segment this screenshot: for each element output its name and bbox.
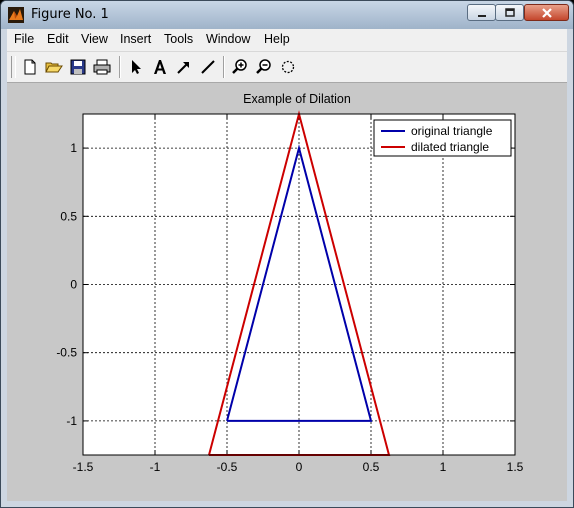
maximize-button[interactable]	[495, 4, 524, 21]
print-button[interactable]	[91, 56, 113, 78]
menu-view[interactable]: View	[81, 32, 108, 46]
rotate-icon	[281, 60, 295, 74]
chart-title: Example of Dilation	[243, 92, 351, 106]
legend-box	[373, 119, 512, 157]
menu-window[interactable]: Window	[206, 32, 251, 46]
text-A-icon	[154, 60, 166, 74]
menu-edit[interactable]: Edit	[47, 32, 69, 46]
menu-tools[interactable]: Tools	[164, 32, 194, 46]
menu-help[interactable]: Help	[264, 32, 290, 46]
save-button[interactable]	[67, 56, 89, 78]
insert-arrow-button[interactable]	[173, 56, 195, 78]
toolbar-grip[interactable]	[11, 56, 16, 78]
arrow-icon	[177, 62, 189, 74]
x-tick-label: -0.5	[217, 460, 238, 474]
insert-text-button[interactable]	[149, 56, 171, 78]
axis-ticks: -1.5 -1 -0.5 0 0.5 1 1.5 -1 -0.5 0 0.5 1	[56, 114, 524, 474]
toolbar-separator	[223, 56, 225, 78]
y-tick-label: -1	[66, 414, 77, 428]
minimize-icon	[477, 14, 486, 17]
y-tick-label: 0.5	[60, 209, 77, 223]
rotate-button[interactable]	[277, 56, 299, 78]
y-tick-label: 0	[70, 278, 77, 292]
zoom-out-button[interactable]	[253, 56, 275, 78]
y-tick-label: -0.5	[56, 346, 77, 360]
print-icon	[93, 59, 111, 75]
zoom-in-icon	[232, 59, 247, 74]
insert-line-button[interactable]	[197, 56, 219, 78]
open-button[interactable]	[43, 56, 65, 78]
zoom-in-button[interactable]	[229, 56, 251, 78]
axes-frame	[82, 113, 516, 456]
y-tick-label: 1	[70, 141, 77, 155]
toolbar	[7, 52, 567, 83]
select-arrow-icon	[132, 60, 141, 74]
title-bar[interactable]: Figure No. 1	[1, 1, 573, 29]
x-tick-label: 0.5	[363, 460, 380, 474]
new-file-button[interactable]	[19, 56, 41, 78]
window-title: Figure No. 1	[31, 7, 109, 22]
close-button[interactable]	[524, 4, 569, 21]
x-tick-label: 1.5	[507, 460, 524, 474]
figure-canvas: Example of Dilation -1.5 -1 -0.5 0 0.5 1 1.5 -1…	[7, 83, 567, 501]
new-file-icon	[24, 59, 36, 75]
zoom-out-icon	[256, 59, 271, 74]
maximize-icon	[504, 7, 515, 17]
close-icon	[541, 7, 552, 18]
minimize-button[interactable]	[467, 4, 496, 21]
toolbar-separator	[119, 56, 121, 78]
dilation-chart: Example of Dilation -1.5 -1 -0.5 0 0.5 1 1.5-1…	[56, 92, 524, 474]
save-icon	[70, 59, 86, 75]
x-tick-label: 1	[440, 460, 447, 474]
x-tick-label: -1.5	[73, 460, 94, 474]
line-icon	[201, 60, 215, 74]
legend-label: dilated triangle	[411, 140, 489, 154]
menu-insert[interactable]: Insert	[120, 32, 152, 46]
series-line-original	[226, 144, 373, 422]
figure-client-area: File Edit View Insert Tools Window Help	[7, 29, 567, 501]
matlab-icon	[8, 7, 24, 23]
x-tick-label: 0	[296, 460, 303, 474]
x-tick-label: -1	[150, 460, 161, 474]
legend[interactable]: original triangle dilated triangle	[373, 119, 512, 157]
select-button[interactable]	[125, 56, 147, 78]
menu-bar: File Edit View Insert Tools Window Help	[7, 29, 567, 52]
open-folder-icon	[45, 62, 63, 73]
legend-label: original triangle	[411, 124, 493, 138]
menu-file[interactable]: File	[14, 32, 35, 46]
